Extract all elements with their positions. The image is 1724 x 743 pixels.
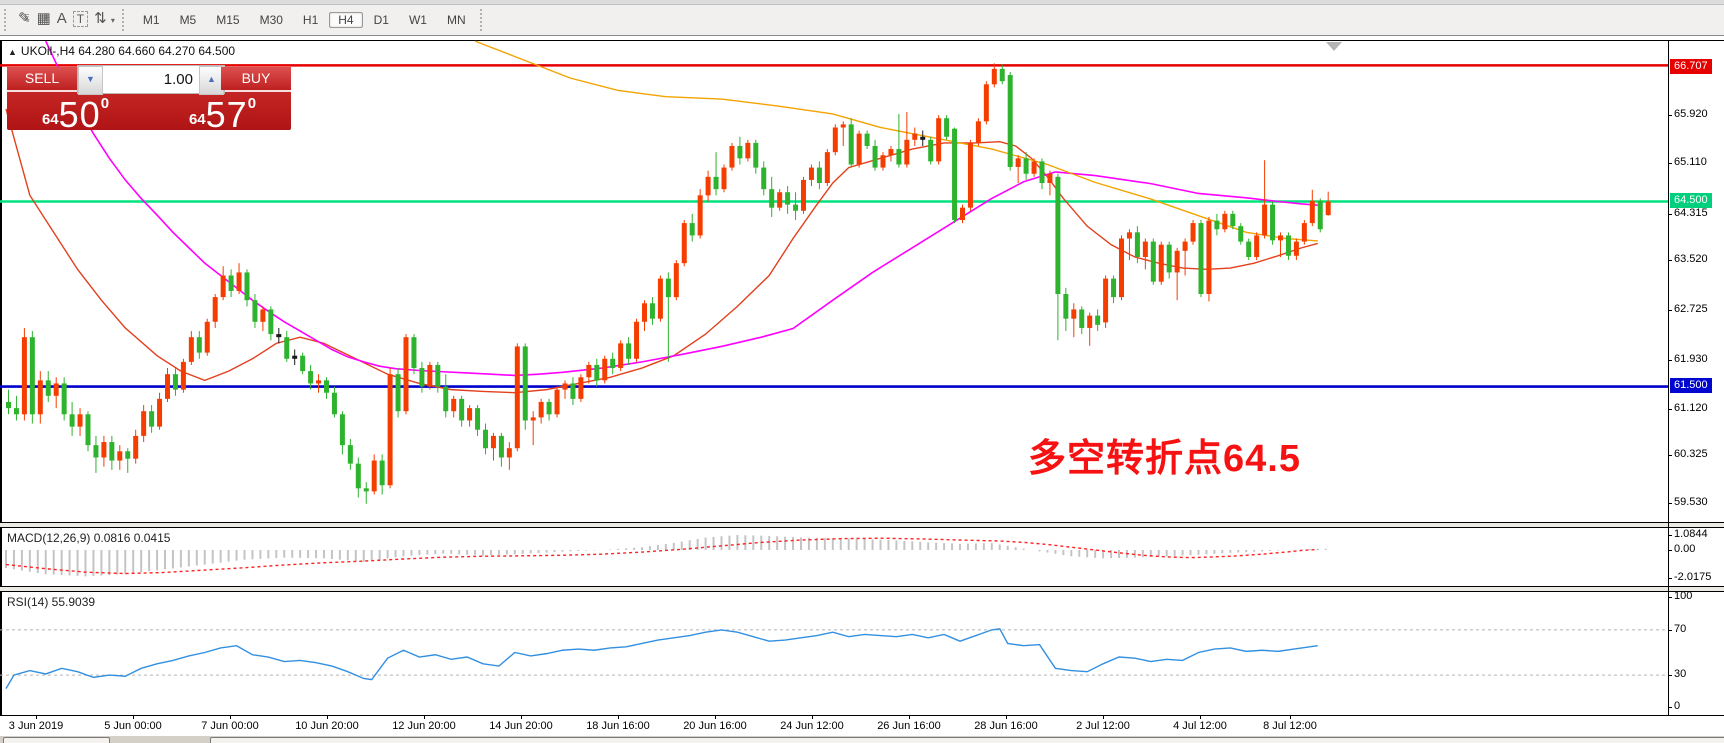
window-top-edge — [0, 0, 1724, 5]
chart-symbol-header: ▲ UKOil-,H4 64.280 64.660 64.270 64.500 — [8, 44, 235, 58]
price-label-65.110: 65.110 — [1674, 156, 1707, 168]
date-label: 7 Jun 00:00 — [201, 720, 259, 732]
price-label-59.530: 59.530 — [1674, 496, 1708, 508]
timeframe-button-mn[interactable]: MN — [446, 13, 466, 27]
pane-divider-line-3 — [0, 586, 1724, 587]
text-box-icon[interactable]: T — [72, 10, 89, 27]
bottom-tab-bar — [0, 736, 1724, 743]
rsi-indicator-canvas[interactable] — [0, 591, 1668, 715]
price-label-61.120: 61.120 — [1674, 402, 1708, 414]
price-label-64.315: 64.315 — [1674, 207, 1708, 219]
date-label: 18 Jun 16:00 — [586, 720, 650, 732]
collapse-triangle-icon[interactable]: ▲ — [8, 47, 17, 57]
toolbar-separator-2 — [479, 9, 487, 31]
price-badge-64.500: 64.500 — [1670, 193, 1712, 208]
volume-input[interactable] — [103, 66, 199, 93]
trade-order-row: SELL ▼ ▲ BUY — [7, 65, 291, 95]
price-label-62.725: 62.725 — [1674, 303, 1708, 315]
macd-splitter[interactable] — [0, 523, 1724, 527]
date-label: 14 Jun 20:00 — [489, 720, 553, 732]
date-label: 24 Jun 12:00 — [780, 720, 844, 732]
sell-button[interactable]: SELL — [7, 67, 77, 90]
rsi-label: RSI(14) 55.9039 — [7, 595, 96, 609]
main-toolbar: ✎ E ▦ F A T ⇅ ▾ M1 M5 M15 M30 H1 H4 D1 W1 MN — [0, 5, 1724, 36]
one-click-trading-widget: SELL ▼ ▲ BUY 64500 64570 — [7, 65, 291, 135]
date-label: 28 Jun 16:00 — [974, 720, 1038, 732]
price-badge-61.500: 61.500 — [1670, 378, 1712, 393]
timeframe-button-m30[interactable]: M30 — [259, 13, 283, 27]
sell-price-prefix: 64 — [41, 111, 59, 128]
chart-scroll-marker-icon[interactable] — [1326, 42, 1342, 51]
timeframe-button-d1[interactable]: D1 — [373, 13, 389, 27]
price-label--2.0175: -2.0175 — [1674, 571, 1712, 583]
buy-price-display[interactable]: 64570 — [154, 94, 291, 135]
price-label-60.325: 60.325 — [1674, 448, 1708, 460]
date-label: 26 Jun 16:00 — [877, 720, 941, 732]
chart-left-border — [0, 40, 2, 715]
price-axis: 65.920 65.110 64.315 63.520 62.725 61.930 61.1… — [1668, 0, 1724, 743]
date-label: 4 Jul 12:00 — [1173, 720, 1227, 732]
price-label-0: 0 — [1674, 700, 1681, 712]
arrange-windows-icon[interactable]: ⇅ ▾ — [94, 10, 115, 27]
text-label-icon[interactable]: A — [56, 10, 67, 27]
date-label: 8 Jul 12:00 — [1263, 720, 1317, 732]
price-axis-border — [1668, 40, 1669, 716]
symbol-ohlc-text: UKOil-,H4 64.280 64.660 64.270 64.500 — [20, 44, 236, 58]
pane-divider-line — [0, 522, 1724, 523]
drawing-tools-group: ✎ E ▦ F A T ⇅ ▾ — [15, 8, 118, 32]
date-label: 10 Jun 20:00 — [295, 720, 359, 732]
timeframe-button-m5[interactable]: M5 — [179, 13, 197, 27]
chart-area[interactable] — [0, 40, 1724, 716]
buy-button[interactable]: BUY — [221, 67, 291, 90]
sell-price-display[interactable]: 64500 — [7, 94, 144, 135]
price-label-65.920: 65.920 — [1674, 108, 1708, 120]
timeframe-button-h1[interactable]: H1 — [302, 13, 319, 27]
date-label: 12 Jun 20:00 — [392, 720, 456, 732]
toolbar-drag-handle[interactable] — [4, 9, 11, 31]
macd-indicator-canvas[interactable] — [0, 527, 1668, 586]
chart-tab[interactable] — [3, 737, 110, 743]
price-label-61.930: 61.930 — [1674, 353, 1708, 365]
volume-stepper: ▼ ▲ — [77, 65, 225, 95]
fibonacci-grid-icon[interactable]: ▦ F — [36, 10, 51, 27]
price-label-70: 70 — [1674, 623, 1687, 635]
date-axis: 3 Jun 2019 5 Jun 00:00 7 Jun 00:00 10 Jun 2… — [0, 715, 1724, 737]
timeframe-button-h4[interactable]: H4 — [329, 12, 363, 28]
rsi-line — [5, 628, 1318, 690]
pane-divider-line-2 — [0, 527, 1724, 528]
price-badge-66.707: 66.707 — [1670, 59, 1712, 74]
chart-annotation-text: 多空转折点64.5 — [1028, 438, 1301, 480]
panel-edge[interactable] — [210, 737, 1724, 743]
timeframe-buttons-group: M1 M5 M15 M30 H1 H4 D1 W1 MN — [133, 9, 476, 31]
trendline-angle-icon[interactable]: ✎ E — [18, 10, 31, 27]
timeframe-button-m15[interactable]: M15 — [216, 13, 240, 27]
macd-label: MACD(12,26,9) 0.0816 0.0415 — [7, 531, 171, 545]
toolbar-separator — [121, 9, 129, 31]
macd-signal-line — [5, 537, 1318, 575]
buy-price-main: 57 — [205, 94, 248, 135]
price-label-30: 30 — [1674, 668, 1687, 680]
rsi-splitter[interactable] — [0, 587, 1724, 591]
price-label-1.0844: 1.0844 — [1674, 528, 1708, 540]
price-label-0.00: 0.00 — [1674, 543, 1696, 555]
pane-divider-line-4 — [0, 591, 1724, 592]
price-label-100: 100 — [1674, 590, 1693, 602]
date-label: 20 Jun 16:00 — [683, 720, 747, 732]
sell-price-pip: 0 — [100, 95, 110, 112]
buy-price-prefix: 64 — [188, 111, 206, 128]
timeframe-button-m1[interactable]: M1 — [142, 13, 160, 27]
date-label: 2 Jul 12:00 — [1076, 720, 1130, 732]
date-label: 5 Jun 00:00 — [104, 720, 162, 732]
date-label: 3 Jun 2019 — [8, 720, 64, 732]
price-label-63.520: 63.520 — [1674, 253, 1708, 265]
ma-slow-orange — [474, 40, 1318, 242]
price-chart-canvas[interactable] — [0, 40, 1668, 522]
buy-price-pip: 0 — [247, 95, 257, 112]
sell-price-main: 50 — [58, 94, 101, 135]
ma-mid-magenta — [45, 40, 1318, 377]
timeframe-button-w1[interactable]: W1 — [408, 13, 427, 27]
volume-decrease-button[interactable]: ▼ — [78, 66, 103, 95]
